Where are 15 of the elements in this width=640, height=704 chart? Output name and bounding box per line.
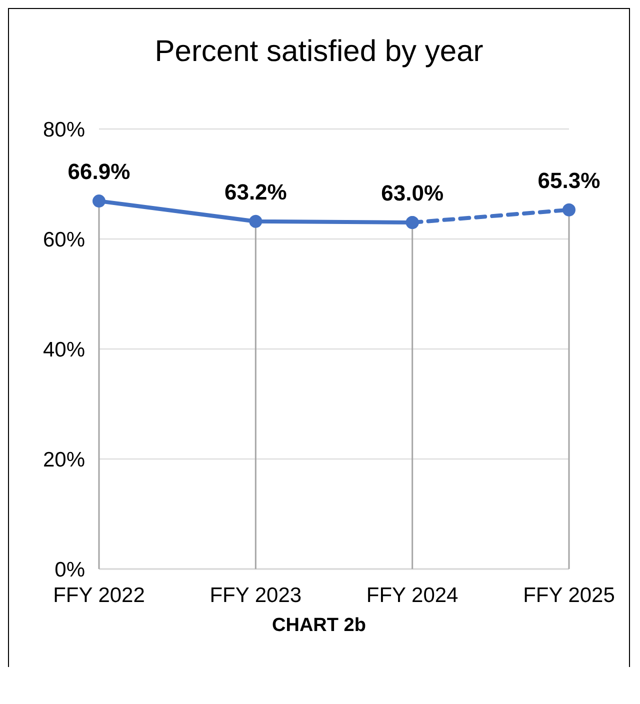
y-tick-label: 80%	[42, 118, 85, 142]
y-tick-label: 60%	[42, 228, 85, 252]
text: 65.3%	[538, 168, 600, 193]
y-tick-label: 20%	[42, 448, 85, 472]
x-tick-label: FFY 2025	[523, 584, 615, 607]
text: 63.2%	[224, 179, 287, 204]
x-axis-title: CHART 2b	[271, 615, 367, 637]
y-tick-label: 40%	[42, 338, 85, 362]
x-tick-label: FFY 2024	[366, 584, 459, 607]
x-tick-label: FFY 2022	[53, 584, 145, 607]
x-tick-label: FFY 2023	[210, 584, 302, 607]
text: 63.0%	[381, 180, 444, 206]
y-tick-label: 0%	[54, 558, 85, 582]
text: 66.9%	[68, 159, 130, 184]
chart-title: Percent satisfied by year	[154, 34, 484, 69]
